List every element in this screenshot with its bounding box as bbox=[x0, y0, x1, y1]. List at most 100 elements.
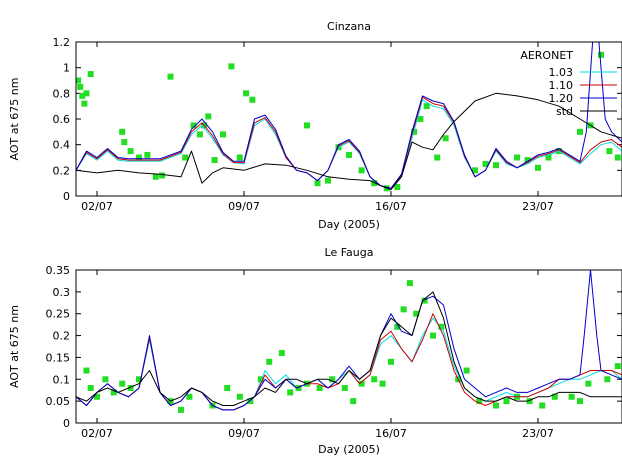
aeronet-point bbox=[341, 385, 348, 392]
aeronet-point bbox=[102, 376, 109, 383]
aeronet-point bbox=[83, 90, 90, 97]
aeronet-point bbox=[287, 389, 294, 396]
x-axis-label: Day (2005) bbox=[318, 218, 380, 231]
x-axis-label: Day (2005) bbox=[318, 443, 380, 456]
aeronet-point bbox=[136, 154, 142, 161]
legend-label: 1.03 bbox=[549, 66, 574, 79]
aeronet-point bbox=[314, 180, 321, 187]
aeronet-point bbox=[476, 398, 483, 405]
aeronet-point bbox=[304, 122, 310, 129]
y-tick-label: 0.05 bbox=[46, 395, 71, 408]
aeronet-point bbox=[266, 358, 273, 365]
aeronet-point bbox=[77, 83, 84, 90]
plot-frame bbox=[75, 269, 622, 424]
aeronet-point bbox=[243, 90, 250, 97]
aeronet-point bbox=[545, 154, 552, 161]
aeronet-point bbox=[358, 167, 365, 174]
aeronet-point bbox=[434, 154, 441, 161]
series-line-std bbox=[76, 92, 622, 191]
aeronet-point bbox=[295, 385, 302, 392]
aeronet-point bbox=[421, 297, 428, 304]
aeronet-point bbox=[526, 398, 533, 405]
chart-title: Le Fauga bbox=[325, 246, 374, 259]
y-tick-label: 0.3 bbox=[53, 286, 71, 299]
x-tick-label: 02/07 bbox=[81, 427, 113, 440]
aeronet-point bbox=[568, 393, 575, 400]
aeronet-point bbox=[585, 380, 592, 387]
aeronet-point bbox=[539, 402, 546, 409]
aeronet-point bbox=[152, 173, 159, 180]
aeronet-point bbox=[76, 77, 82, 84]
aeronet-point bbox=[493, 162, 499, 169]
y-tick-label: 0.2 bbox=[53, 164, 71, 177]
y-tick-label: 0.2 bbox=[53, 330, 71, 343]
aeronet-point bbox=[514, 154, 520, 161]
aeronet-point bbox=[167, 73, 174, 80]
aeronet-point bbox=[249, 96, 256, 103]
aeronet-point bbox=[371, 376, 378, 383]
aeronet-point bbox=[430, 332, 436, 339]
aeronet-point bbox=[94, 393, 100, 400]
aeronet-point bbox=[463, 367, 470, 374]
y-tick-label: 0.6 bbox=[53, 113, 71, 126]
plot-frame bbox=[75, 41, 622, 197]
aeronet-point bbox=[606, 148, 613, 155]
aeronet-point bbox=[87, 385, 94, 392]
y-tick-label: 0 bbox=[63, 190, 70, 203]
aeronet-point bbox=[472, 167, 478, 174]
aeronet-point bbox=[205, 113, 212, 120]
aeronet-point bbox=[614, 363, 621, 370]
aeronet-point bbox=[257, 376, 264, 383]
aeronet-point bbox=[400, 306, 407, 313]
aeronet-point bbox=[81, 100, 88, 107]
aeronet-point bbox=[144, 151, 151, 158]
aeronet-point bbox=[110, 389, 117, 396]
x-tick-label: 23/07 bbox=[522, 427, 554, 440]
series-line-1-03 bbox=[76, 99, 622, 189]
y-tick-label: 0.4 bbox=[53, 139, 71, 152]
x-tick-label: 02/07 bbox=[81, 200, 113, 213]
aeronet-point bbox=[127, 148, 134, 155]
aeronet-point bbox=[121, 139, 128, 146]
y-tick-label: 1 bbox=[63, 62, 70, 75]
aeronet-point bbox=[350, 398, 357, 405]
y-tick-label: 0 bbox=[63, 417, 70, 430]
aeronet-point bbox=[358, 380, 365, 387]
x-tick-label: 16/07 bbox=[375, 427, 407, 440]
aeronet-point bbox=[524, 157, 531, 164]
y-tick-label: 0.8 bbox=[53, 87, 71, 100]
y-tick-label: 0.1 bbox=[53, 373, 71, 386]
aeronet-point bbox=[598, 51, 604, 58]
series-line-1-20 bbox=[76, 42, 622, 189]
aeronet-point bbox=[413, 310, 420, 317]
aeronet-point bbox=[394, 323, 401, 330]
aeronet-point bbox=[196, 131, 203, 138]
x-tick-label: 09/07 bbox=[228, 427, 260, 440]
aeronet-point bbox=[442, 135, 449, 142]
x-tick-label: 23/07 bbox=[522, 200, 554, 213]
aeronet-point bbox=[182, 154, 189, 161]
aeronet-point bbox=[211, 157, 218, 164]
aeronet-point bbox=[278, 350, 285, 357]
aeronet-point bbox=[551, 393, 558, 400]
aeronet-point bbox=[438, 323, 445, 330]
aeronet-point bbox=[127, 385, 134, 392]
aeronet-point bbox=[329, 376, 336, 383]
aeronet-point bbox=[186, 393, 193, 400]
plot-area bbox=[76, 42, 622, 192]
aeronet-point bbox=[406, 280, 413, 287]
aeronet-point bbox=[346, 151, 352, 158]
y-tick-label: 1.2 bbox=[53, 36, 71, 49]
aeronet-point bbox=[87, 71, 94, 78]
aeronet-point bbox=[159, 172, 166, 179]
plot-area bbox=[76, 270, 622, 413]
legend-label: std bbox=[556, 105, 573, 118]
aeronet-point bbox=[394, 184, 401, 191]
chart-panel-2: Le Fauga 0 0.05 0.1 0.15 0.2 0.25 0.3 0.35 02/07 0… bbox=[8, 246, 622, 456]
aeronet-point bbox=[119, 380, 126, 387]
aeronet-point bbox=[577, 128, 583, 135]
y-axis-label: AOT at 675 nm bbox=[8, 78, 21, 161]
aeronet-point bbox=[83, 367, 90, 374]
aeronet-point bbox=[577, 398, 583, 405]
